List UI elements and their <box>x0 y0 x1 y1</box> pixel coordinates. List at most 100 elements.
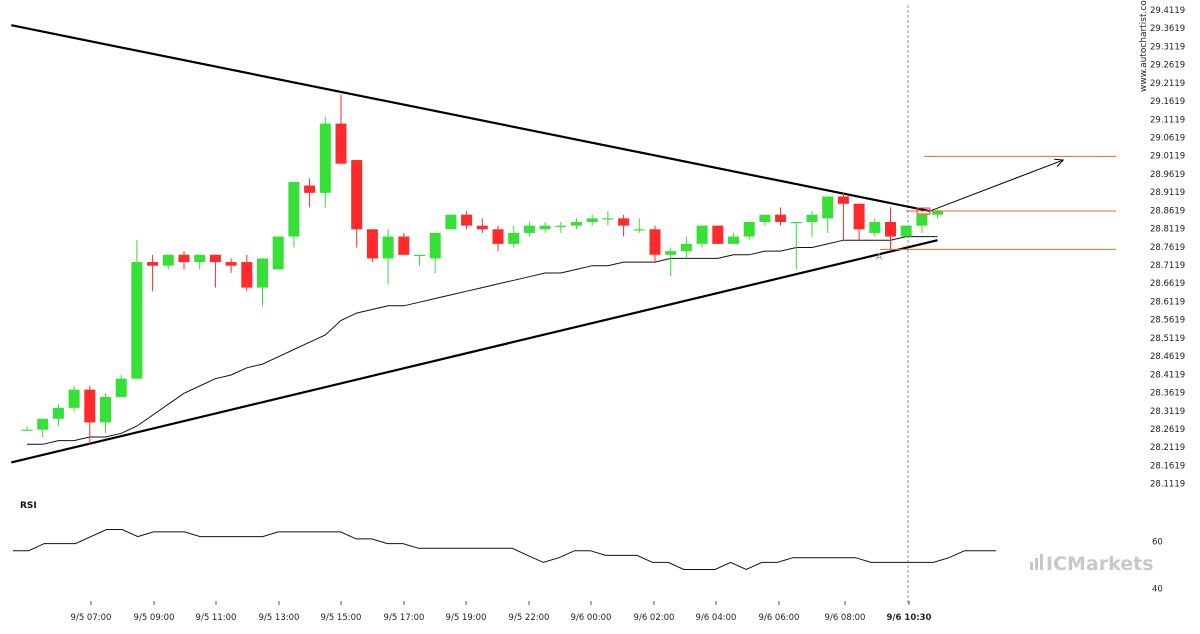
candle-body-down <box>398 236 410 255</box>
candle-body-up <box>194 254 206 263</box>
candle-body-down <box>853 203 865 230</box>
y-tick-label: 29.0619 <box>1150 133 1185 143</box>
candle-body-down <box>366 229 378 259</box>
candle-body-up <box>586 218 598 222</box>
candle-body-down <box>241 262 253 288</box>
candle-body-up <box>665 251 677 255</box>
candle-body-up <box>806 214 818 222</box>
y-tick-label: 28.6119 <box>1150 297 1185 307</box>
candle-body-up <box>445 214 457 230</box>
candle-body-down <box>775 214 787 222</box>
brand-logo-icon <box>1030 554 1043 570</box>
y-tick-label: 28.5119 <box>1150 334 1185 344</box>
x-tick-label: 9/6 10:30 <box>887 613 932 623</box>
candle-body-up <box>382 236 394 259</box>
projection-arrow-line <box>929 159 1064 212</box>
candle-body-down <box>649 229 661 255</box>
y-tick-label: 29.4119 <box>1150 6 1185 16</box>
candle-body-up <box>414 254 425 256</box>
candle-body-up <box>37 418 49 430</box>
x-tick-label: 9/6 02:00 <box>634 613 675 623</box>
candle-body-up <box>523 225 535 233</box>
y-tick-label: 28.2119 <box>1150 443 1185 453</box>
candle-body-up <box>257 258 268 288</box>
brand-logo: ICMarkets <box>1030 553 1154 575</box>
brand-logo-text: ICMarkets <box>1046 553 1154 575</box>
y-tick-label: 28.1619 <box>1150 461 1185 471</box>
y-tick-label: 28.2619 <box>1150 425 1185 435</box>
candle-body-down <box>351 160 363 230</box>
candle-body-up <box>743 221 755 237</box>
candle-body-up <box>602 218 614 220</box>
y-tick-label: 28.3619 <box>1150 389 1185 399</box>
candle-body-up <box>759 214 771 222</box>
x-tick-label: 9/5 15:00 <box>321 613 362 623</box>
candle-body-up <box>932 211 944 215</box>
y-tick-label: 28.8619 <box>1150 206 1185 216</box>
candle-body-up <box>68 389 80 408</box>
moving-average-line <box>27 236 938 445</box>
x-tick-label: 9/5 17:00 <box>384 613 425 623</box>
candle-body-up <box>52 407 64 419</box>
x-tick-label: 9/5 19:00 <box>446 613 487 623</box>
candle-body-up <box>633 229 645 231</box>
candle-body-up <box>21 429 33 431</box>
candles-layer <box>21 94 944 445</box>
rsi-layer: 60 40 <box>13 529 1163 594</box>
y-tick-label: 29.3619 <box>1150 24 1185 34</box>
candle-body-up <box>916 214 928 226</box>
candle-body-up <box>288 181 300 237</box>
candle-body-down <box>178 254 190 263</box>
y-tick-label: 29.2619 <box>1150 61 1185 71</box>
candle-body-up <box>429 232 441 259</box>
levels-layer: A <box>876 155 1116 262</box>
y-tick-label: 28.7119 <box>1150 261 1185 271</box>
candle-body-up <box>508 232 520 244</box>
candle-body-down <box>492 229 504 244</box>
candle-body-down <box>885 221 896 237</box>
y-tick-label: 28.8119 <box>1150 225 1185 235</box>
y-tick-label: 28.4119 <box>1150 370 1185 380</box>
y-tick-label: 28.4619 <box>1150 352 1185 362</box>
candle-body-up <box>680 243 692 252</box>
candle-body-down <box>618 218 630 226</box>
candle-body-down <box>209 254 221 263</box>
candle-body-up <box>319 123 331 193</box>
candle-body-up <box>539 225 551 230</box>
axes-layer: 29.4119 29.3619 29.3119 29.2619 29.2119 29.16… <box>71 6 1186 623</box>
x-tick-label: 9/5 07:00 <box>71 613 112 623</box>
rsi-y-tick-label: 40 <box>1152 584 1163 594</box>
candle-body-down <box>837 196 849 204</box>
candle-body-up <box>790 221 802 224</box>
candle-body-up <box>571 221 582 226</box>
y-tick-label: 28.5619 <box>1150 316 1185 326</box>
x-tick-label: 9/5 11:00 <box>196 613 237 623</box>
candle-body-up <box>100 396 111 423</box>
rsi-label: RSI <box>20 501 37 511</box>
candle-body-down <box>304 185 316 193</box>
x-tick-label: 9/5 13:00 <box>259 613 300 623</box>
y-tick-label: 28.3119 <box>1150 407 1185 417</box>
y-tick-label: 28.6619 <box>1150 279 1185 289</box>
y-tick-label: 29.2119 <box>1150 79 1185 89</box>
y-tick-label: 28.1119 <box>1150 480 1185 490</box>
candle-body-down <box>225 262 237 266</box>
candle-body-down <box>461 214 473 226</box>
y-tick-label: 28.9119 <box>1150 188 1185 198</box>
candle-body-up <box>115 378 127 397</box>
projection-arrow-head <box>1054 158 1065 167</box>
rsi-line <box>13 529 996 571</box>
y-tick-label: 28.7619 <box>1150 243 1185 253</box>
candle-body-down <box>84 389 96 423</box>
candle-body-up <box>869 221 881 233</box>
candle-body-up <box>272 236 284 270</box>
candle-body-down <box>712 225 724 244</box>
moving-average-layer <box>27 236 938 445</box>
x-tick-label: 9/6 00:00 <box>571 613 612 623</box>
candle-body-up <box>696 225 708 244</box>
pattern-point-label: A <box>876 252 883 262</box>
candle-body-up <box>131 262 143 379</box>
watermark-text: www.autochartist.com <box>1139 0 1149 92</box>
candle-body-up <box>900 225 912 237</box>
